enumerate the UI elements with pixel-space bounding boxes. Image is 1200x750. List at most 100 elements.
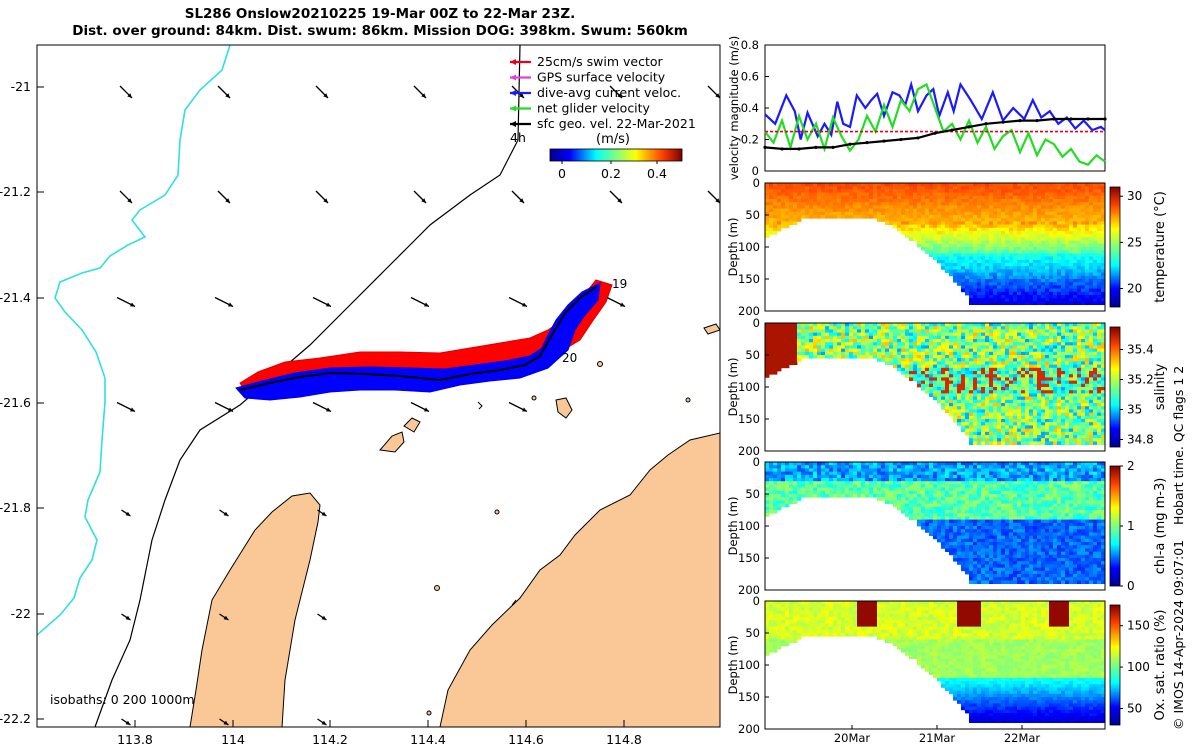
section-cell	[825, 323, 830, 327]
section-cell	[1029, 351, 1034, 356]
section-cell	[989, 266, 994, 270]
section-cell	[817, 478, 822, 482]
section-cell	[969, 409, 974, 413]
section-cell	[969, 377, 974, 381]
section-cell	[945, 371, 950, 375]
section-cell	[865, 484, 870, 488]
section-cell	[805, 205, 810, 209]
section-cell	[1005, 243, 1010, 248]
section-cell	[1089, 361, 1094, 365]
section-cell	[1045, 205, 1050, 209]
section-cell	[849, 183, 854, 187]
section-cell	[1041, 374, 1046, 378]
section-cell	[1009, 211, 1014, 216]
section-cell	[825, 342, 830, 346]
section-cell	[909, 474, 914, 479]
section-cell	[1037, 326, 1042, 330]
section-cell	[953, 186, 958, 190]
section-cell	[961, 247, 966, 251]
section-cell	[1077, 409, 1082, 413]
section-cell	[941, 348, 946, 353]
islet-3	[685, 397, 691, 403]
map-x-tick-label: 114.2	[312, 732, 348, 747]
velocity-series-point	[882, 139, 886, 143]
section-cell	[821, 205, 826, 209]
velocity-series-point	[1086, 117, 1090, 121]
section-cell	[781, 326, 786, 330]
section-cell	[885, 195, 890, 200]
section-cell	[793, 355, 798, 359]
section-cell	[993, 301, 998, 305]
section-cell	[873, 494, 878, 498]
section-cell	[1005, 406, 1010, 410]
section-cell	[777, 462, 782, 466]
section-cell	[977, 364, 982, 369]
section-cell	[945, 250, 950, 254]
section-cell	[1101, 243, 1106, 248]
section-cell	[913, 471, 918, 476]
section-cell	[993, 199, 998, 203]
section-cell	[945, 263, 950, 267]
section-cell	[1089, 199, 1094, 203]
section-cell	[1049, 422, 1054, 426]
section-cell	[773, 481, 778, 485]
section-cell	[1065, 186, 1070, 190]
section-cell	[1049, 259, 1054, 264]
section-cell	[765, 202, 770, 206]
section-cell	[817, 335, 822, 340]
section-cell	[1041, 266, 1046, 270]
section-cell	[1017, 374, 1022, 378]
section-cell	[1057, 275, 1062, 280]
section-cell	[941, 387, 946, 391]
section-cell	[1021, 218, 1026, 222]
section-cell	[1093, 250, 1098, 254]
section-cell	[865, 202, 870, 206]
section-cell	[937, 399, 942, 404]
section-cell	[861, 208, 866, 213]
section-cell	[917, 183, 922, 187]
section-cell	[957, 186, 962, 190]
section-cell	[1101, 358, 1106, 362]
section-cell	[993, 259, 998, 264]
section-cell	[1049, 390, 1054, 394]
section-cell	[861, 199, 866, 203]
section-cell	[1025, 326, 1030, 330]
section-cell	[1081, 438, 1086, 442]
section-cell	[1053, 348, 1058, 353]
section-cell	[1029, 247, 1034, 251]
section-cell	[1025, 393, 1030, 397]
section-cell	[889, 468, 894, 472]
section-cell	[1025, 428, 1030, 433]
section-cell	[917, 195, 922, 200]
section-cell	[845, 211, 850, 216]
section-cell	[937, 380, 942, 385]
section-cell	[913, 218, 918, 222]
section-cell	[1069, 285, 1074, 289]
section-cell	[1001, 409, 1006, 413]
section-cell	[765, 494, 770, 498]
section-cell	[817, 471, 822, 476]
section-cell	[1045, 335, 1050, 340]
section-cell	[905, 484, 910, 488]
section-cell	[1041, 393, 1046, 397]
section-cell	[821, 348, 826, 353]
section-cell	[829, 481, 834, 485]
section-cell	[941, 393, 946, 397]
section-cell	[1009, 237, 1014, 241]
section-cell	[1085, 393, 1090, 397]
section-cell	[917, 510, 922, 514]
section-cell	[993, 224, 998, 229]
section-cell	[893, 361, 898, 365]
section-cell	[949, 205, 954, 209]
section-cell	[1009, 240, 1014, 245]
section-cell	[969, 263, 974, 267]
section-cell	[941, 399, 946, 404]
section-cell	[913, 202, 918, 206]
section-cell	[813, 183, 818, 187]
section-cell	[893, 195, 898, 200]
section-cell	[889, 215, 894, 219]
section-cell	[785, 332, 790, 337]
section-cell	[1017, 428, 1022, 433]
section-cell	[957, 377, 962, 381]
